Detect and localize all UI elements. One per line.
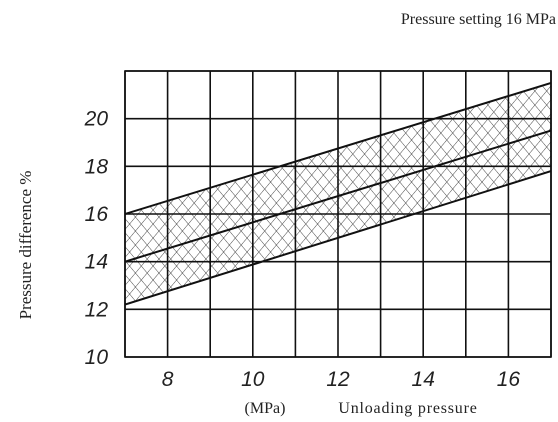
x-tick-label: 14 bbox=[412, 368, 435, 391]
series-line-lower bbox=[125, 170, 551, 306]
x-axis-unit: (MPa) bbox=[245, 400, 286, 417]
chart-annotation: Pressure setting 16 MPa bbox=[401, 11, 556, 28]
y-axis-label: Pressure difference % bbox=[16, 171, 35, 320]
x-tick-label: 10 bbox=[241, 368, 265, 391]
y-tick-label: 18 bbox=[85, 155, 109, 178]
series-line-upper bbox=[125, 81, 551, 215]
y-tick-label: 10 bbox=[85, 346, 109, 369]
y-tick-label: 14 bbox=[85, 251, 108, 274]
y-tick-label: 16 bbox=[85, 203, 109, 226]
x-tick-label: 12 bbox=[326, 368, 350, 391]
y-tick-label: 20 bbox=[84, 108, 109, 131]
x-tick-label: 8 bbox=[162, 368, 174, 391]
x-axis-label: Unloading pressure bbox=[338, 400, 477, 417]
series-line-center bbox=[125, 129, 551, 263]
x-tick-label: 16 bbox=[497, 368, 521, 391]
y-tick-label: 12 bbox=[85, 298, 109, 321]
plot-frame bbox=[124, 70, 552, 358]
